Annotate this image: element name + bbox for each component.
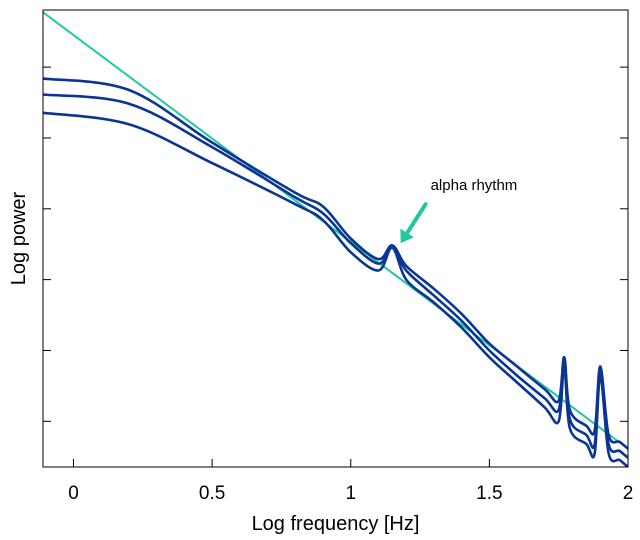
x-axis-label: Log frequency [Hz] xyxy=(252,513,420,535)
series-group xyxy=(43,11,628,467)
plot-frame xyxy=(42,9,629,468)
axes xyxy=(42,9,629,468)
plot-area xyxy=(43,11,628,467)
x-tick-label: 2 xyxy=(623,483,634,504)
tick-labels: 0 0.5 1 1.5 2 xyxy=(68,483,633,504)
x-tick-label: 1.5 xyxy=(476,483,502,504)
x-tick-label: 0.5 xyxy=(199,483,225,504)
y-axis-label: Log power xyxy=(8,191,30,285)
annotation-label: alpha rhythm xyxy=(431,177,518,194)
annotation-arrow-head xyxy=(400,228,414,244)
annotations: alpha rhythm xyxy=(400,177,518,244)
tick-marks xyxy=(43,66,629,467)
spectrum-line-3 xyxy=(43,111,628,467)
reference-line xyxy=(43,11,628,450)
annotation-arrow-shaft xyxy=(405,202,428,235)
x-tick-label: 1 xyxy=(345,483,356,504)
x-tick-label: 0 xyxy=(68,483,79,504)
